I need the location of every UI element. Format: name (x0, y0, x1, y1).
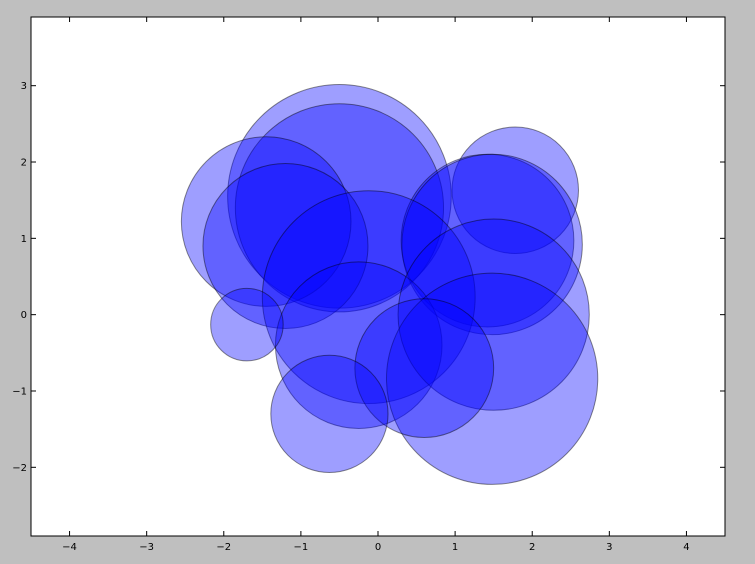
bubble-marker (274, 261, 443, 429)
x-tick-label: −4 (62, 542, 77, 553)
bubble-marker (451, 126, 579, 254)
y-tick-label: −1 (12, 386, 27, 397)
bubble-marker (210, 287, 284, 362)
y-axis: −2 −1 0 1 2 3 (12, 81, 725, 474)
bubble-series (180, 84, 599, 485)
x-tick-label: 4 (683, 542, 689, 553)
bubble-marker (354, 298, 495, 438)
x-tick-label: −2 (216, 542, 231, 553)
y-tick-label: 2 (21, 158, 27, 169)
bubble-marker (397, 218, 590, 411)
x-tick-label: 3 (606, 542, 612, 553)
y-tick-label: 1 (21, 234, 27, 245)
x-tick-label: 0 (375, 542, 381, 553)
x-axis: −4 −3 −2 −1 0 1 2 3 4 (62, 17, 690, 553)
y-tick-label: −2 (12, 463, 27, 474)
bubble-marker (227, 84, 452, 309)
y-tick-label: 3 (21, 81, 27, 92)
x-tick-label: 2 (529, 542, 535, 553)
bubble-marker (234, 103, 445, 313)
bubble-marker (385, 272, 599, 485)
x-tick-label: −3 (139, 542, 154, 553)
plot-area (31, 17, 725, 536)
bubble-marker (270, 354, 389, 473)
bubble-marker (401, 153, 583, 336)
bubble-marker (400, 153, 575, 328)
bubble-marker (202, 162, 369, 329)
y-tick-label: 0 (21, 310, 27, 321)
x-tick-label: −1 (294, 542, 309, 553)
x-tick-label: 1 (452, 542, 458, 553)
bubble-marker (180, 136, 352, 307)
bubble-marker (261, 190, 476, 405)
